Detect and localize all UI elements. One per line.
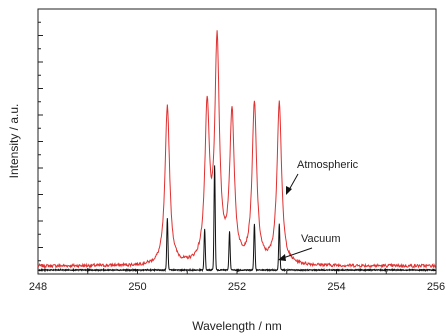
x-axis-title: Wavelength / nm (192, 319, 282, 333)
y-axis-title: Intensity / a.u. (7, 104, 21, 179)
annotation-atmospheric-arrowhead (286, 186, 292, 195)
annotation-vacuum-arrowhead (278, 254, 286, 261)
plot-frame (37, 8, 437, 275)
x-tick-label: 250 (128, 281, 146, 293)
annotation-vacuum: Vacuum (301, 233, 341, 245)
series-line-atmospheric (37, 30, 437, 269)
annotation-atmospheric: Atmospheric (297, 159, 359, 171)
x-tick-label: 248 (29, 281, 47, 293)
annotation-vacuum-arrow (282, 247, 313, 259)
x-tick-label: 256 (427, 281, 445, 293)
y-axis-ticks (38, 8, 43, 275)
x-tick-label: 254 (327, 281, 345, 293)
x-axis-ticks: 248 250 252 254 256 (29, 269, 445, 293)
annotation-atmospheric-arrow (288, 173, 299, 191)
series-line-vacuum (37, 165, 437, 273)
x-tick-label: 252 (228, 281, 246, 293)
